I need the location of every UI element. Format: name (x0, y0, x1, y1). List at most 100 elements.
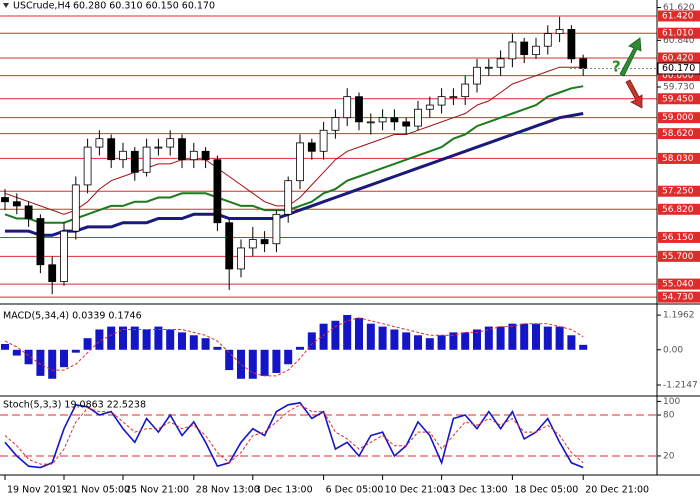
macd-bar (473, 329, 481, 350)
candle-body (496, 58, 505, 68)
candle-body (60, 230, 68, 282)
y-tick-label: 100 (663, 397, 680, 407)
macd-bar (437, 335, 446, 350)
moving-average (4, 85, 584, 224)
y-tick-label: 59.730 (663, 82, 695, 92)
level-label: 59.000 (662, 113, 694, 123)
level-label-box (658, 27, 700, 39)
macd-bar (237, 349, 245, 379)
macd-bar (461, 332, 470, 350)
up-arrow (619, 37, 642, 77)
candle-body (414, 108, 422, 127)
macd-bar (520, 323, 529, 350)
level-label: 54.730 (662, 293, 694, 303)
x-tick-label: 28 Nov 13:00 (196, 485, 260, 496)
y-tick-label: 60.840 (663, 36, 695, 46)
candle-body (390, 117, 399, 123)
macd-bar (484, 326, 493, 350)
level-label-box (658, 250, 700, 262)
question-mark: ? (612, 58, 621, 76)
macd-bar (331, 320, 340, 350)
candle-body (543, 33, 552, 47)
level-label-box (658, 93, 700, 105)
level-label: 55.700 (662, 252, 694, 262)
level-label: 61.010 (662, 29, 694, 39)
candle-body (71, 184, 80, 232)
level-label: 58.030 (662, 154, 694, 164)
stoch-line (4, 401, 584, 469)
macd-bar (272, 349, 281, 373)
moving-average (5, 112, 584, 237)
macd-bar (119, 326, 127, 350)
candle-body (248, 239, 257, 249)
macd-bar (12, 349, 21, 356)
macd-bar (166, 329, 175, 350)
macd-bar (378, 326, 387, 350)
macd-bar (36, 349, 45, 376)
candle-body (24, 205, 33, 219)
x-tick-label: 19 Nov 2019 (7, 485, 68, 496)
macd-bar (213, 346, 222, 350)
y-tick-label: 80 (663, 411, 675, 421)
macd-bar (425, 338, 434, 350)
candle-body (284, 180, 293, 215)
macd-bar (296, 346, 304, 350)
chart-title: USCrude,H4 (13, 1, 71, 12)
level-label: 57.250 (662, 187, 694, 197)
candle-body (449, 96, 458, 99)
macd-bar (154, 326, 163, 350)
macd-bar (1, 343, 9, 350)
macd-bar (260, 349, 269, 376)
macd-bar (71, 349, 80, 353)
candle-body (83, 146, 92, 186)
level-label-box (658, 278, 700, 290)
x-tick-label: 3 Dec 13:00 (255, 485, 313, 496)
candle-body (532, 45, 540, 56)
candle-body (402, 121, 411, 127)
macd-bar (24, 349, 33, 365)
candle-body (579, 58, 588, 69)
candle-body (36, 218, 45, 266)
x-tick-label: 20 Dec 21:00 (585, 485, 649, 496)
candle-body (473, 66, 481, 85)
candle-body (425, 104, 434, 110)
level-label: 61.420 (662, 11, 694, 21)
macd-bar (366, 323, 375, 350)
macd-bar (579, 344, 588, 350)
macd-bar (142, 329, 151, 350)
candle-body (355, 96, 363, 123)
x-tick-label: 21 Nov 05:00 (66, 485, 130, 496)
forecast-arrows: ? (612, 37, 643, 109)
stoch-line (4, 404, 584, 465)
macd-bar (543, 326, 552, 350)
candle-body (48, 264, 57, 282)
x-tick-label: 6 Dec 05:00 (326, 485, 384, 496)
candle-body (520, 41, 529, 56)
macd-bar (107, 326, 116, 350)
candle-body (1, 197, 9, 203)
level-label: 55.040 (662, 280, 694, 290)
candle-body (508, 41, 517, 60)
level-label-box (658, 185, 700, 197)
macd-bar (60, 349, 68, 368)
candle-body (201, 150, 210, 161)
macd-bar (390, 329, 399, 350)
level-label-box (658, 70, 700, 82)
macd-title: MACD(5,34,4) 0.0339 0.1746 (3, 311, 142, 322)
chart-subtitle: 60.280 60.310 60.150 60.170 (73, 1, 215, 12)
y-tick-label: 1.1962 (663, 311, 695, 321)
candle-body (142, 146, 151, 173)
level-label-box (658, 203, 700, 215)
macd-bar (83, 338, 92, 350)
macd-bar (248, 349, 257, 379)
macd-bar (130, 326, 139, 350)
macd-bar (284, 349, 293, 365)
macd-bar (555, 326, 564, 350)
y-tick-label: -1.2147 (663, 380, 698, 390)
candle-body (461, 83, 470, 98)
candle-body (213, 159, 222, 224)
level-label: 59.450 (662, 94, 694, 104)
candle-body (331, 117, 340, 131)
